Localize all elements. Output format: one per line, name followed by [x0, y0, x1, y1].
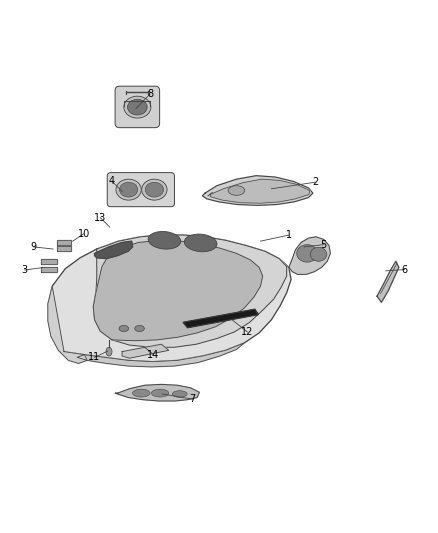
- Ellipse shape: [184, 234, 217, 252]
- Ellipse shape: [106, 348, 112, 356]
- FancyBboxPatch shape: [115, 86, 159, 128]
- Polygon shape: [115, 384, 199, 401]
- Polygon shape: [183, 309, 258, 328]
- Text: 11: 11: [88, 352, 101, 362]
- Ellipse shape: [142, 179, 167, 200]
- Ellipse shape: [172, 391, 187, 397]
- Text: 6: 6: [402, 264, 408, 274]
- Ellipse shape: [116, 179, 141, 200]
- Polygon shape: [210, 179, 310, 203]
- Ellipse shape: [127, 99, 147, 115]
- Text: 12: 12: [241, 327, 254, 337]
- Text: 5: 5: [321, 240, 327, 249]
- Polygon shape: [377, 261, 399, 302]
- Polygon shape: [93, 240, 263, 341]
- Text: 7: 7: [190, 394, 196, 404]
- Ellipse shape: [119, 326, 129, 332]
- Text: 4: 4: [109, 176, 115, 187]
- Ellipse shape: [135, 326, 145, 332]
- Text: 10: 10: [78, 229, 90, 239]
- Polygon shape: [48, 286, 87, 364]
- Polygon shape: [95, 241, 133, 259]
- Ellipse shape: [297, 245, 318, 262]
- Polygon shape: [289, 237, 330, 274]
- Text: 8: 8: [147, 89, 153, 99]
- Text: 3: 3: [21, 265, 28, 275]
- Text: 14: 14: [147, 350, 159, 360]
- Text: 13: 13: [94, 213, 106, 223]
- Polygon shape: [57, 246, 71, 251]
- Ellipse shape: [133, 389, 150, 397]
- Polygon shape: [48, 235, 291, 362]
- Polygon shape: [41, 259, 57, 264]
- Polygon shape: [41, 266, 57, 272]
- Ellipse shape: [310, 247, 327, 261]
- Ellipse shape: [151, 389, 169, 397]
- Ellipse shape: [124, 96, 151, 118]
- Text: 1: 1: [286, 230, 292, 240]
- Polygon shape: [93, 235, 287, 348]
- Ellipse shape: [148, 231, 181, 249]
- Polygon shape: [122, 344, 169, 358]
- Ellipse shape: [120, 182, 138, 197]
- Polygon shape: [57, 240, 71, 245]
- Polygon shape: [202, 176, 313, 205]
- Text: 2: 2: [312, 177, 318, 187]
- Text: 9: 9: [30, 242, 36, 252]
- FancyBboxPatch shape: [107, 173, 174, 207]
- Ellipse shape: [145, 182, 163, 197]
- Polygon shape: [77, 343, 244, 367]
- Ellipse shape: [228, 185, 245, 195]
